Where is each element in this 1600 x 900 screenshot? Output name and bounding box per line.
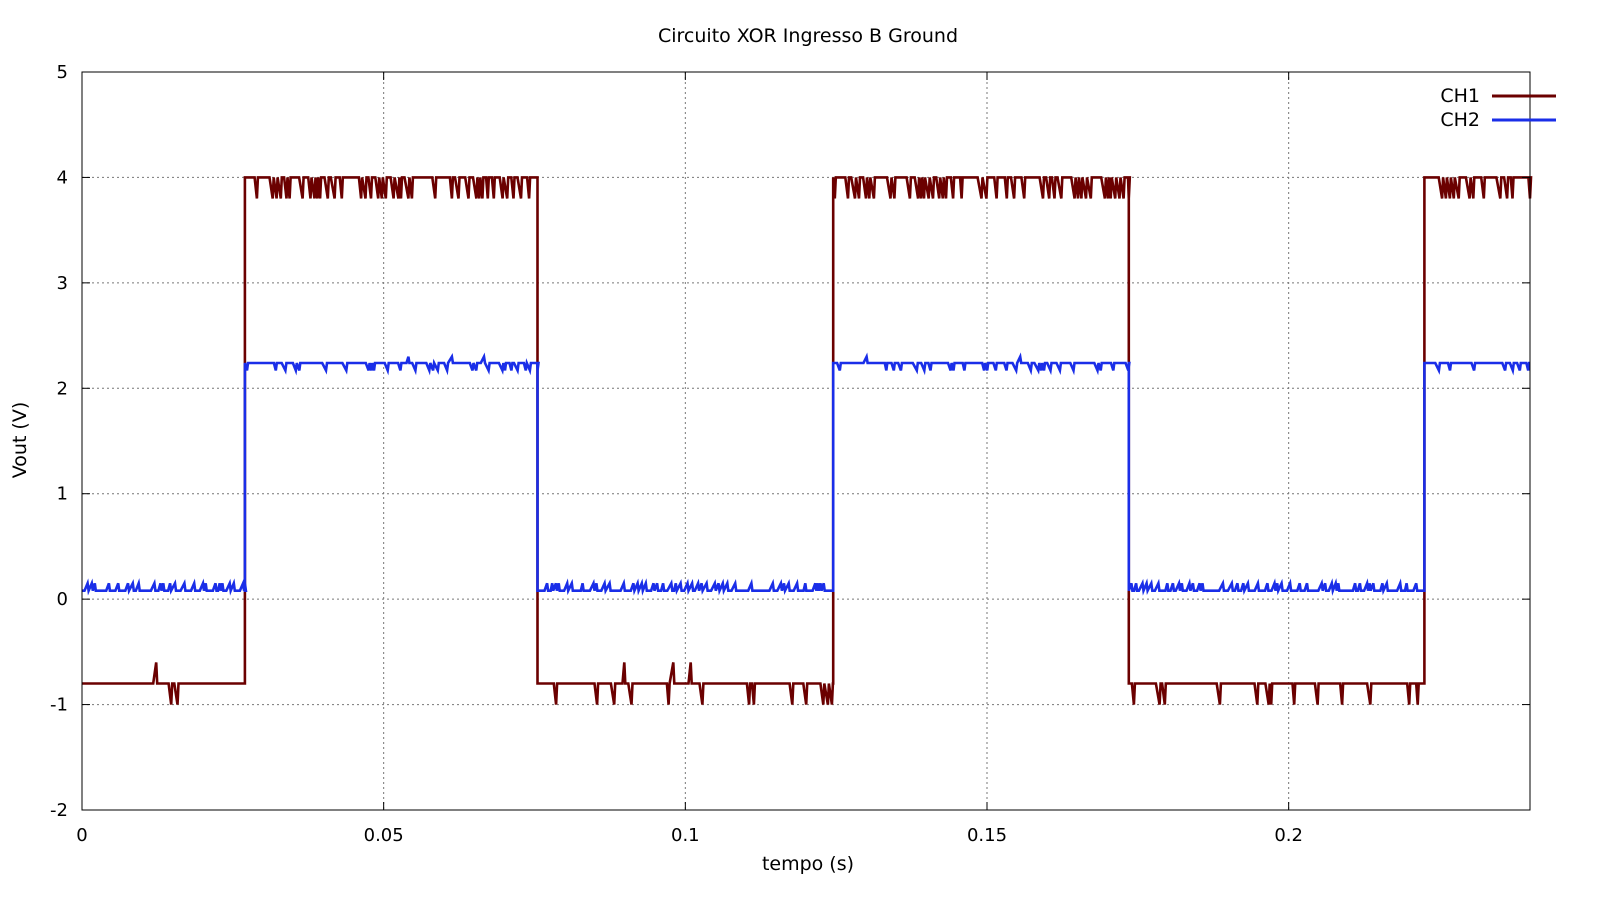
y-tick-label: 5	[57, 62, 68, 83]
y-tick-label: 0	[57, 589, 68, 610]
y-tick-label: 4	[57, 167, 68, 188]
plot-frame	[81, 71, 1531, 811]
x-axis-label: tempo (s)	[762, 853, 854, 875]
series-layer	[82, 176, 1533, 705]
y-tick-label: -2	[50, 800, 68, 821]
y-tick-label: 2	[57, 378, 68, 399]
y-tick-label: 1	[57, 484, 68, 505]
series-line-ch1	[82, 176, 1533, 705]
x-tick-label: 0.05	[364, 825, 404, 846]
x-tick-label: 0.1	[671, 825, 700, 846]
y-axis-label: Vout (V)	[9, 402, 31, 479]
ticks-layer: 0 0.05 0.1 0.15 0.2 -2 -1 0 1 2 3 4 5	[50, 62, 1530, 846]
x-tick-label: 0.2	[1274, 825, 1303, 846]
x-tick-label: 0	[76, 825, 87, 846]
y-tick-label: -1	[50, 695, 68, 716]
x-tick-label: 0.15	[967, 825, 1007, 846]
legend-label-ch1: CH1	[1440, 85, 1480, 107]
chart-title: Circuito XOR Ingresso B Ground	[658, 25, 958, 47]
legend-label-ch2: CH2	[1440, 109, 1480, 131]
series-line-ch2	[82, 352, 1531, 596]
y-tick-label: 3	[57, 273, 68, 294]
